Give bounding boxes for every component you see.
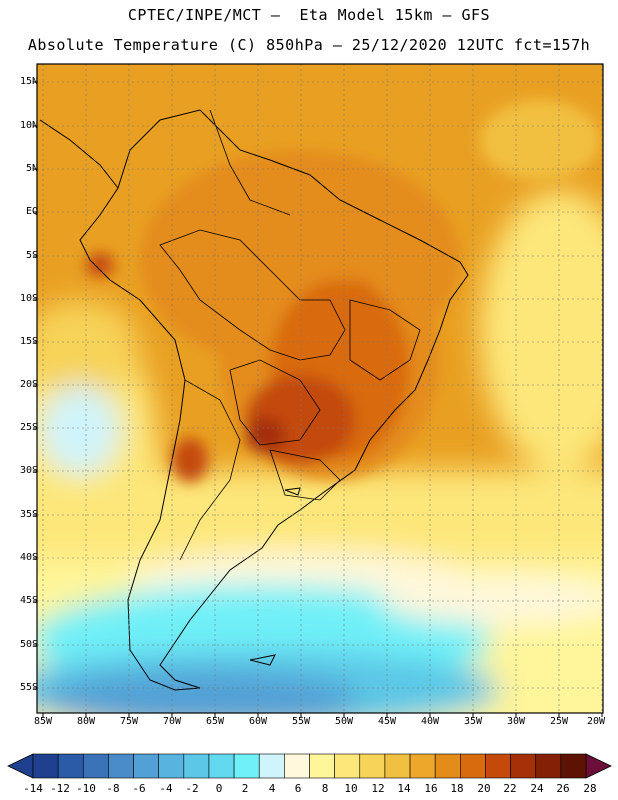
color-bar-swatch bbox=[359, 753, 386, 779]
color-bar-high-arrow bbox=[585, 753, 612, 779]
color-bar-label: 2 bbox=[241, 782, 249, 795]
lat-label: 15N bbox=[19, 76, 38, 87]
color-bar-swatch bbox=[535, 753, 562, 779]
color-bar-label: -6 bbox=[132, 782, 146, 795]
color-bar-label: -12 bbox=[50, 782, 70, 795]
color-bar-label: 28 bbox=[583, 782, 597, 795]
lat-label: 20S bbox=[19, 379, 38, 390]
color-bar-label: 12 bbox=[371, 782, 385, 795]
color-bar-label: 4 bbox=[268, 782, 276, 795]
color-bar-label: 26 bbox=[556, 782, 570, 795]
color-bar-label: 14 bbox=[397, 782, 411, 795]
color-bar-swatch bbox=[57, 753, 84, 779]
color-bar-label: 24 bbox=[530, 782, 544, 795]
color-bar-low-arrow bbox=[7, 753, 34, 779]
color-bar-swatch bbox=[208, 753, 235, 779]
color-bar-swatch bbox=[560, 753, 587, 779]
lat-label: EQ bbox=[25, 206, 38, 217]
color-bar-swatch bbox=[82, 753, 109, 779]
lon-label: 75W bbox=[119, 716, 139, 727]
color-bar-swatch bbox=[32, 753, 59, 779]
color-bar-swatch bbox=[485, 753, 511, 779]
color-bar-label: 20 bbox=[477, 782, 491, 795]
color-bar-label: 22 bbox=[503, 782, 517, 795]
lon-label: 20W bbox=[586, 716, 606, 727]
color-bar-swatch bbox=[409, 753, 436, 779]
lon-label: 25W bbox=[549, 716, 569, 727]
lon-label: 70W bbox=[162, 716, 182, 727]
lat-label: 35S bbox=[19, 509, 38, 520]
lat-label: 10S bbox=[19, 293, 38, 304]
lat-label: 30S bbox=[19, 465, 38, 476]
map-title-line-1: CPTEC/INPE/MCT – Eta Model 15km – GFS bbox=[127, 6, 491, 24]
color-bar-label: 18 bbox=[450, 782, 464, 795]
color-bar-label: -4 bbox=[159, 782, 173, 795]
color-bar-swatch bbox=[334, 753, 361, 779]
lon-label: 65W bbox=[205, 716, 225, 727]
lat-label: 5S bbox=[25, 250, 38, 261]
color-bar-label: 0 bbox=[215, 782, 223, 795]
color-bar-swatch bbox=[108, 753, 134, 779]
lon-label: 60W bbox=[248, 716, 268, 727]
lon-label: 50W bbox=[334, 716, 354, 727]
color-bar-label: -2 bbox=[185, 782, 199, 795]
lon-label: 40W bbox=[420, 716, 440, 727]
color-bar-label: 8 bbox=[321, 782, 329, 795]
lon-label: 80W bbox=[76, 716, 96, 727]
temperature-field bbox=[37, 64, 603, 713]
axis-ticks bbox=[33, 81, 603, 717]
color-bar-label: -14 bbox=[23, 782, 43, 795]
color-scale-bar bbox=[7, 753, 612, 779]
color-bar-label: -8 bbox=[106, 782, 120, 795]
map-title-line-2: Absolute Temperature (C) 850hPa – 25/12/… bbox=[27, 36, 591, 54]
lat-label: 10N bbox=[19, 120, 38, 131]
lat-label: 25S bbox=[19, 422, 38, 433]
lat-label: 5N bbox=[25, 163, 38, 174]
color-bar-swatch bbox=[309, 753, 335, 779]
color-bar-swatch bbox=[158, 753, 185, 779]
lat-label: 50S bbox=[19, 639, 38, 650]
color-bar-swatch bbox=[460, 753, 486, 779]
lon-label: 85W bbox=[33, 716, 53, 727]
lat-label: 15S bbox=[19, 336, 38, 347]
lat-label: 40S bbox=[19, 552, 38, 563]
lon-label: 45W bbox=[377, 716, 397, 727]
color-bar-label: 16 bbox=[424, 782, 438, 795]
color-bar-label: 10 bbox=[344, 782, 358, 795]
grid-lines bbox=[37, 64, 603, 713]
country-borders bbox=[159, 109, 421, 561]
map-frame bbox=[36, 63, 604, 714]
color-bar-swatch bbox=[258, 753, 285, 779]
lon-label: 35W bbox=[463, 716, 483, 727]
lat-label: 45S bbox=[19, 595, 38, 606]
lat-label: 55S bbox=[19, 682, 38, 693]
color-bar-label: 6 bbox=[294, 782, 302, 795]
color-bar-label: -10 bbox=[76, 782, 96, 795]
color-bar-swatch bbox=[434, 753, 461, 779]
color-bar-swatch bbox=[284, 753, 310, 779]
color-bar-swatch bbox=[183, 753, 210, 779]
coastline bbox=[39, 109, 469, 691]
color-bar-swatch bbox=[133, 753, 159, 779]
color-bar-swatch bbox=[233, 753, 260, 779]
lon-label: 55W bbox=[291, 716, 311, 727]
lon-label: 30W bbox=[506, 716, 526, 727]
color-bar-swatch bbox=[510, 753, 537, 779]
color-bar-swatch bbox=[384, 753, 411, 779]
